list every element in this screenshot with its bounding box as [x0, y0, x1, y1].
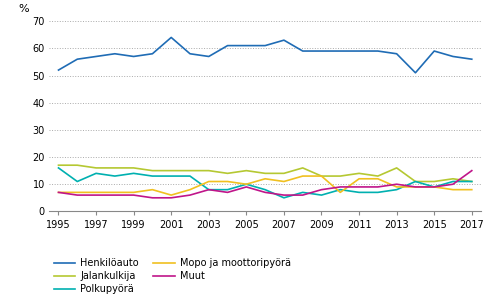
Text: %: %	[19, 4, 29, 14]
Legend: Henkilöauto, Jalankulkija, Polkupyörä, Mopo ja moottoripyörä, Muut: Henkilöauto, Jalankulkija, Polkupyörä, M…	[54, 258, 291, 294]
